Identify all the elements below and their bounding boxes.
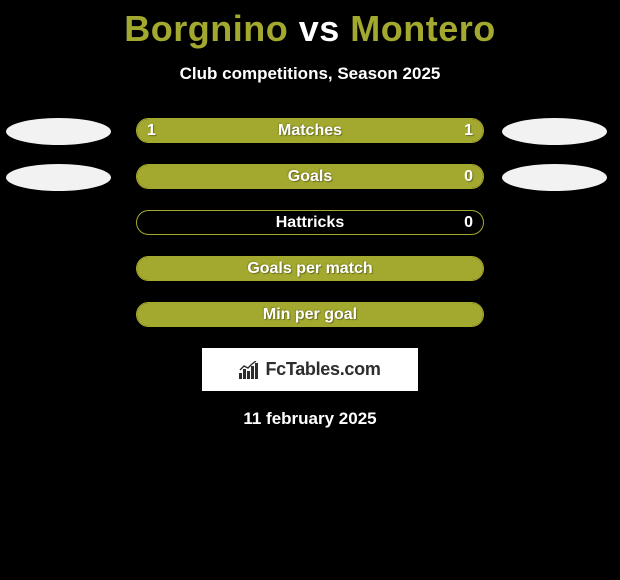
stat-row: 11Matches [0, 118, 620, 145]
stat-row: Min per goal [0, 302, 620, 329]
stat-label: Min per goal [137, 303, 483, 327]
stat-row: Goals per match [0, 256, 620, 283]
vs-text: vs [299, 8, 340, 49]
stat-bar: Min per goal [136, 302, 484, 327]
brand-box[interactable]: FcTables.com [202, 348, 418, 391]
player2-photo [502, 164, 607, 191]
bar-chart-icon [239, 361, 261, 379]
subtitle: Club competitions, Season 2025 [0, 64, 620, 84]
stat-label: Hattricks [137, 211, 483, 235]
player2-photo [502, 118, 607, 145]
stat-bar: 0Goals [136, 164, 484, 189]
date: 11 february 2025 [0, 409, 620, 429]
stat-bar: 0Hattricks [136, 210, 484, 235]
player1-photo [6, 164, 111, 191]
stat-label: Goals [137, 165, 483, 189]
player2-name: Montero [350, 8, 495, 49]
player1-name: Borgnino [124, 8, 288, 49]
stat-label: Goals per match [137, 257, 483, 281]
brand-text: FcTables.com [265, 359, 380, 380]
comparison-title: Borgnino vs Montero [0, 0, 620, 50]
stat-bar: 11Matches [136, 118, 484, 143]
stat-row: 0Goals [0, 164, 620, 191]
stat-row: 0Hattricks [0, 210, 620, 237]
player1-photo [6, 118, 111, 145]
stats-container: 11Matches 0Goals 0Hattricks Goals per match… [0, 118, 620, 329]
stat-label: Matches [137, 119, 483, 143]
stat-bar: Goals per match [136, 256, 484, 281]
